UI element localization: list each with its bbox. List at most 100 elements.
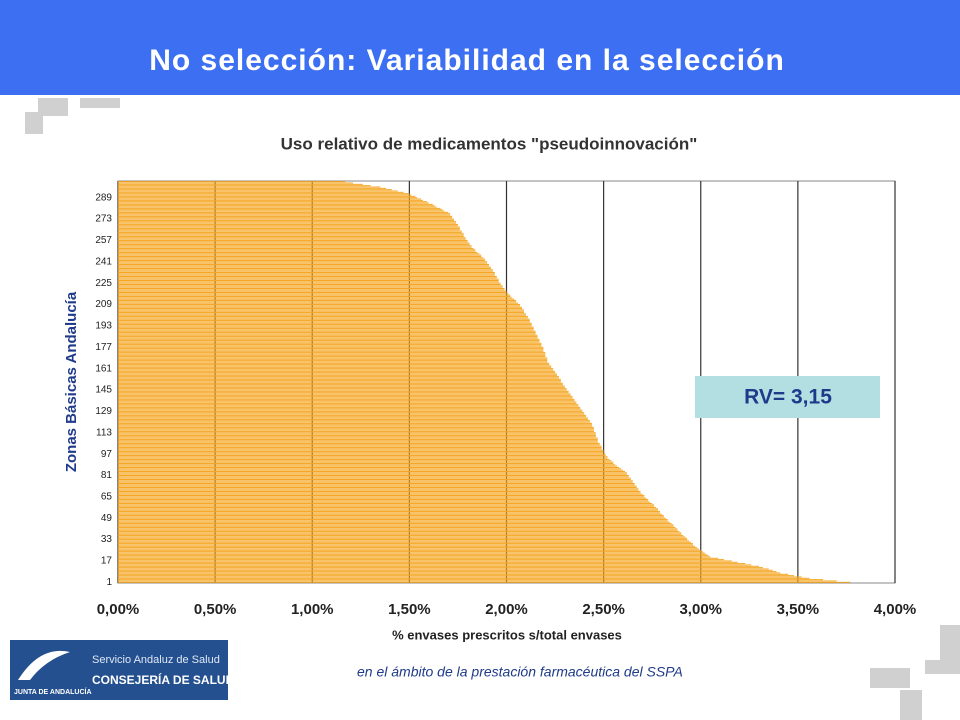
bar xyxy=(118,221,456,223)
bar xyxy=(118,238,466,240)
bar xyxy=(118,360,548,362)
bar xyxy=(118,437,598,439)
bar xyxy=(118,333,536,335)
bar xyxy=(118,579,824,581)
bar xyxy=(118,408,581,410)
bar xyxy=(118,478,631,481)
x-tick-label: 1,50% xyxy=(388,601,431,618)
bar xyxy=(118,237,466,239)
y-tick-label: 241 xyxy=(95,256,112,267)
slide-title: No selección: Variabilidad en la selecci… xyxy=(149,44,785,77)
bar xyxy=(118,187,387,189)
bar xyxy=(118,234,464,236)
bar xyxy=(118,559,725,561)
y-tick-label: 209 xyxy=(95,299,112,310)
bar xyxy=(118,495,645,497)
bar xyxy=(118,429,594,431)
bar xyxy=(118,305,521,307)
bar xyxy=(118,198,422,200)
bar xyxy=(118,241,468,243)
logo-icon xyxy=(18,650,70,680)
bar xyxy=(118,416,587,418)
bar xyxy=(118,527,676,529)
bar xyxy=(118,354,546,356)
bar xyxy=(118,190,398,192)
bar xyxy=(118,300,517,302)
bar xyxy=(118,306,523,308)
bar xyxy=(118,564,752,566)
bar xyxy=(118,349,544,351)
bar xyxy=(118,575,794,577)
bar xyxy=(118,446,602,448)
bar xyxy=(118,341,540,343)
bar xyxy=(118,247,474,249)
bar xyxy=(118,373,558,375)
bar xyxy=(118,308,523,310)
bar xyxy=(118,325,532,327)
bar xyxy=(118,231,462,233)
bar xyxy=(118,389,567,391)
bar xyxy=(118,505,655,507)
bar xyxy=(118,499,649,501)
bar xyxy=(118,265,490,267)
bar xyxy=(118,213,451,215)
bar xyxy=(118,461,614,463)
y-tick-label: 225 xyxy=(95,278,112,289)
bar xyxy=(118,251,478,253)
bar xyxy=(118,309,524,311)
bar xyxy=(118,445,602,447)
bar xyxy=(118,317,528,319)
bar xyxy=(118,452,604,454)
x-tick-label: 4,00% xyxy=(874,601,917,618)
bar xyxy=(118,364,550,366)
y-tick-label: 193 xyxy=(95,321,112,332)
bar xyxy=(118,405,579,407)
bar xyxy=(118,414,587,416)
bars xyxy=(118,181,851,583)
bar xyxy=(118,448,602,450)
bar xyxy=(118,370,556,372)
bar xyxy=(118,458,610,460)
bar xyxy=(118,420,591,422)
bar xyxy=(118,441,598,443)
bar xyxy=(118,229,460,231)
bar xyxy=(118,288,505,290)
bar xyxy=(118,477,631,479)
bar xyxy=(118,217,453,219)
bar xyxy=(118,275,497,277)
bar xyxy=(118,557,719,559)
y-tick-label: 33 xyxy=(101,534,113,545)
bar xyxy=(118,406,581,408)
bar xyxy=(118,304,521,306)
bar xyxy=(118,250,476,252)
bar xyxy=(118,426,594,428)
bar xyxy=(118,456,608,458)
bar xyxy=(118,285,503,287)
bar xyxy=(118,318,530,320)
bar xyxy=(118,263,490,265)
bar xyxy=(118,206,437,208)
bar xyxy=(118,444,600,446)
bar xyxy=(118,380,561,382)
bar xyxy=(118,214,451,216)
bar xyxy=(118,412,585,414)
bar xyxy=(118,209,443,211)
bar xyxy=(118,537,688,539)
bar xyxy=(118,358,548,360)
bar xyxy=(118,235,464,237)
y-axis-label: Zonas Básicas Andalucía xyxy=(63,291,80,472)
bar xyxy=(118,330,536,332)
bar xyxy=(118,503,653,505)
y-tick-label: 161 xyxy=(95,363,112,374)
bar xyxy=(118,338,540,340)
bar xyxy=(118,205,435,207)
bar xyxy=(118,425,592,427)
bar xyxy=(118,261,488,263)
bar xyxy=(118,535,684,537)
bar xyxy=(118,568,769,570)
bar xyxy=(118,181,346,183)
bar xyxy=(118,314,526,316)
bar xyxy=(118,336,538,338)
